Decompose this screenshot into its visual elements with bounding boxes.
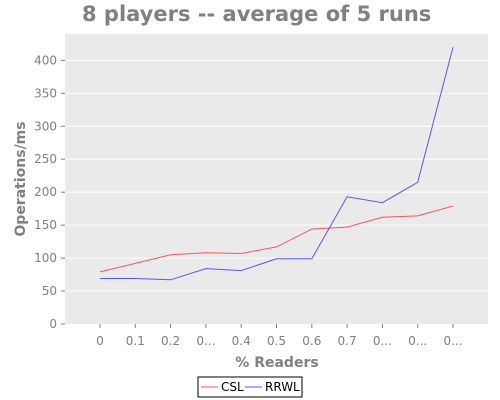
data-point-rrwl bbox=[205, 267, 207, 269]
x-tick-label: 0... bbox=[373, 334, 392, 348]
data-point-csl bbox=[381, 216, 383, 218]
data-point-rrwl bbox=[169, 279, 171, 281]
y-axis-ticks: 0 50 100 150 200 250 300 350 400 bbox=[34, 53, 65, 331]
data-point-rrwl bbox=[240, 269, 242, 271]
y-tick-label: 200 bbox=[34, 185, 57, 199]
x-tick-label: 0.6 bbox=[302, 334, 321, 348]
data-point-csl bbox=[417, 215, 419, 217]
data-point-rrwl bbox=[311, 258, 313, 260]
data-point-rrwl bbox=[134, 277, 136, 279]
legend-label-rrwl: RRWL bbox=[265, 380, 300, 394]
data-point-csl bbox=[311, 228, 313, 230]
data-point-rrwl bbox=[275, 258, 277, 260]
x-tick-label: 0.4 bbox=[232, 334, 251, 348]
y-tick-label: 250 bbox=[34, 152, 57, 166]
y-tick-label: 50 bbox=[42, 284, 57, 298]
x-tick-label: 0... bbox=[443, 334, 462, 348]
data-point-rrwl bbox=[346, 196, 348, 198]
y-tick-label: 150 bbox=[34, 218, 57, 232]
x-tick-label: 0.5 bbox=[267, 334, 286, 348]
y-tick-label: 300 bbox=[34, 119, 57, 133]
x-tick-label: 0 bbox=[96, 334, 104, 348]
data-point-csl bbox=[346, 226, 348, 228]
x-tick-label: 0.2 bbox=[161, 334, 180, 348]
y-tick-label: 100 bbox=[34, 251, 57, 265]
y-tick-label: 350 bbox=[34, 86, 57, 100]
chart-title: 8 players -- average of 5 runs bbox=[82, 2, 431, 26]
data-point-rrwl bbox=[417, 181, 419, 183]
data-point-rrwl bbox=[452, 46, 454, 48]
data-point-rrwl bbox=[99, 277, 101, 279]
x-tick-label: 0... bbox=[196, 334, 215, 348]
y-axis-label: Operations/ms bbox=[13, 121, 29, 236]
y-tick-label: 0 bbox=[49, 317, 57, 331]
data-point-rrwl bbox=[381, 202, 383, 204]
data-point-csl bbox=[452, 205, 454, 207]
legend: CSL RRWL bbox=[198, 377, 302, 397]
x-tick-label: 0.1 bbox=[126, 334, 145, 348]
x-tick-label: 0.7 bbox=[338, 334, 357, 348]
x-tick-label: 0... bbox=[408, 334, 427, 348]
plot-area bbox=[65, 34, 488, 324]
data-point-csl bbox=[240, 252, 242, 254]
x-axis-label: % Readers bbox=[235, 355, 318, 371]
data-point-csl bbox=[275, 246, 277, 248]
data-point-csl bbox=[99, 271, 101, 273]
data-point-csl bbox=[169, 254, 171, 256]
x-axis-ticks: 0 0.1 0.2 0... 0.4 0.5 0.6 0.7 0... 0... 0... bbox=[96, 324, 462, 348]
data-point-csl bbox=[134, 262, 136, 264]
legend-label-csl: CSL bbox=[221, 380, 244, 394]
data-point-csl bbox=[205, 252, 207, 254]
y-tick-label: 400 bbox=[34, 53, 57, 67]
